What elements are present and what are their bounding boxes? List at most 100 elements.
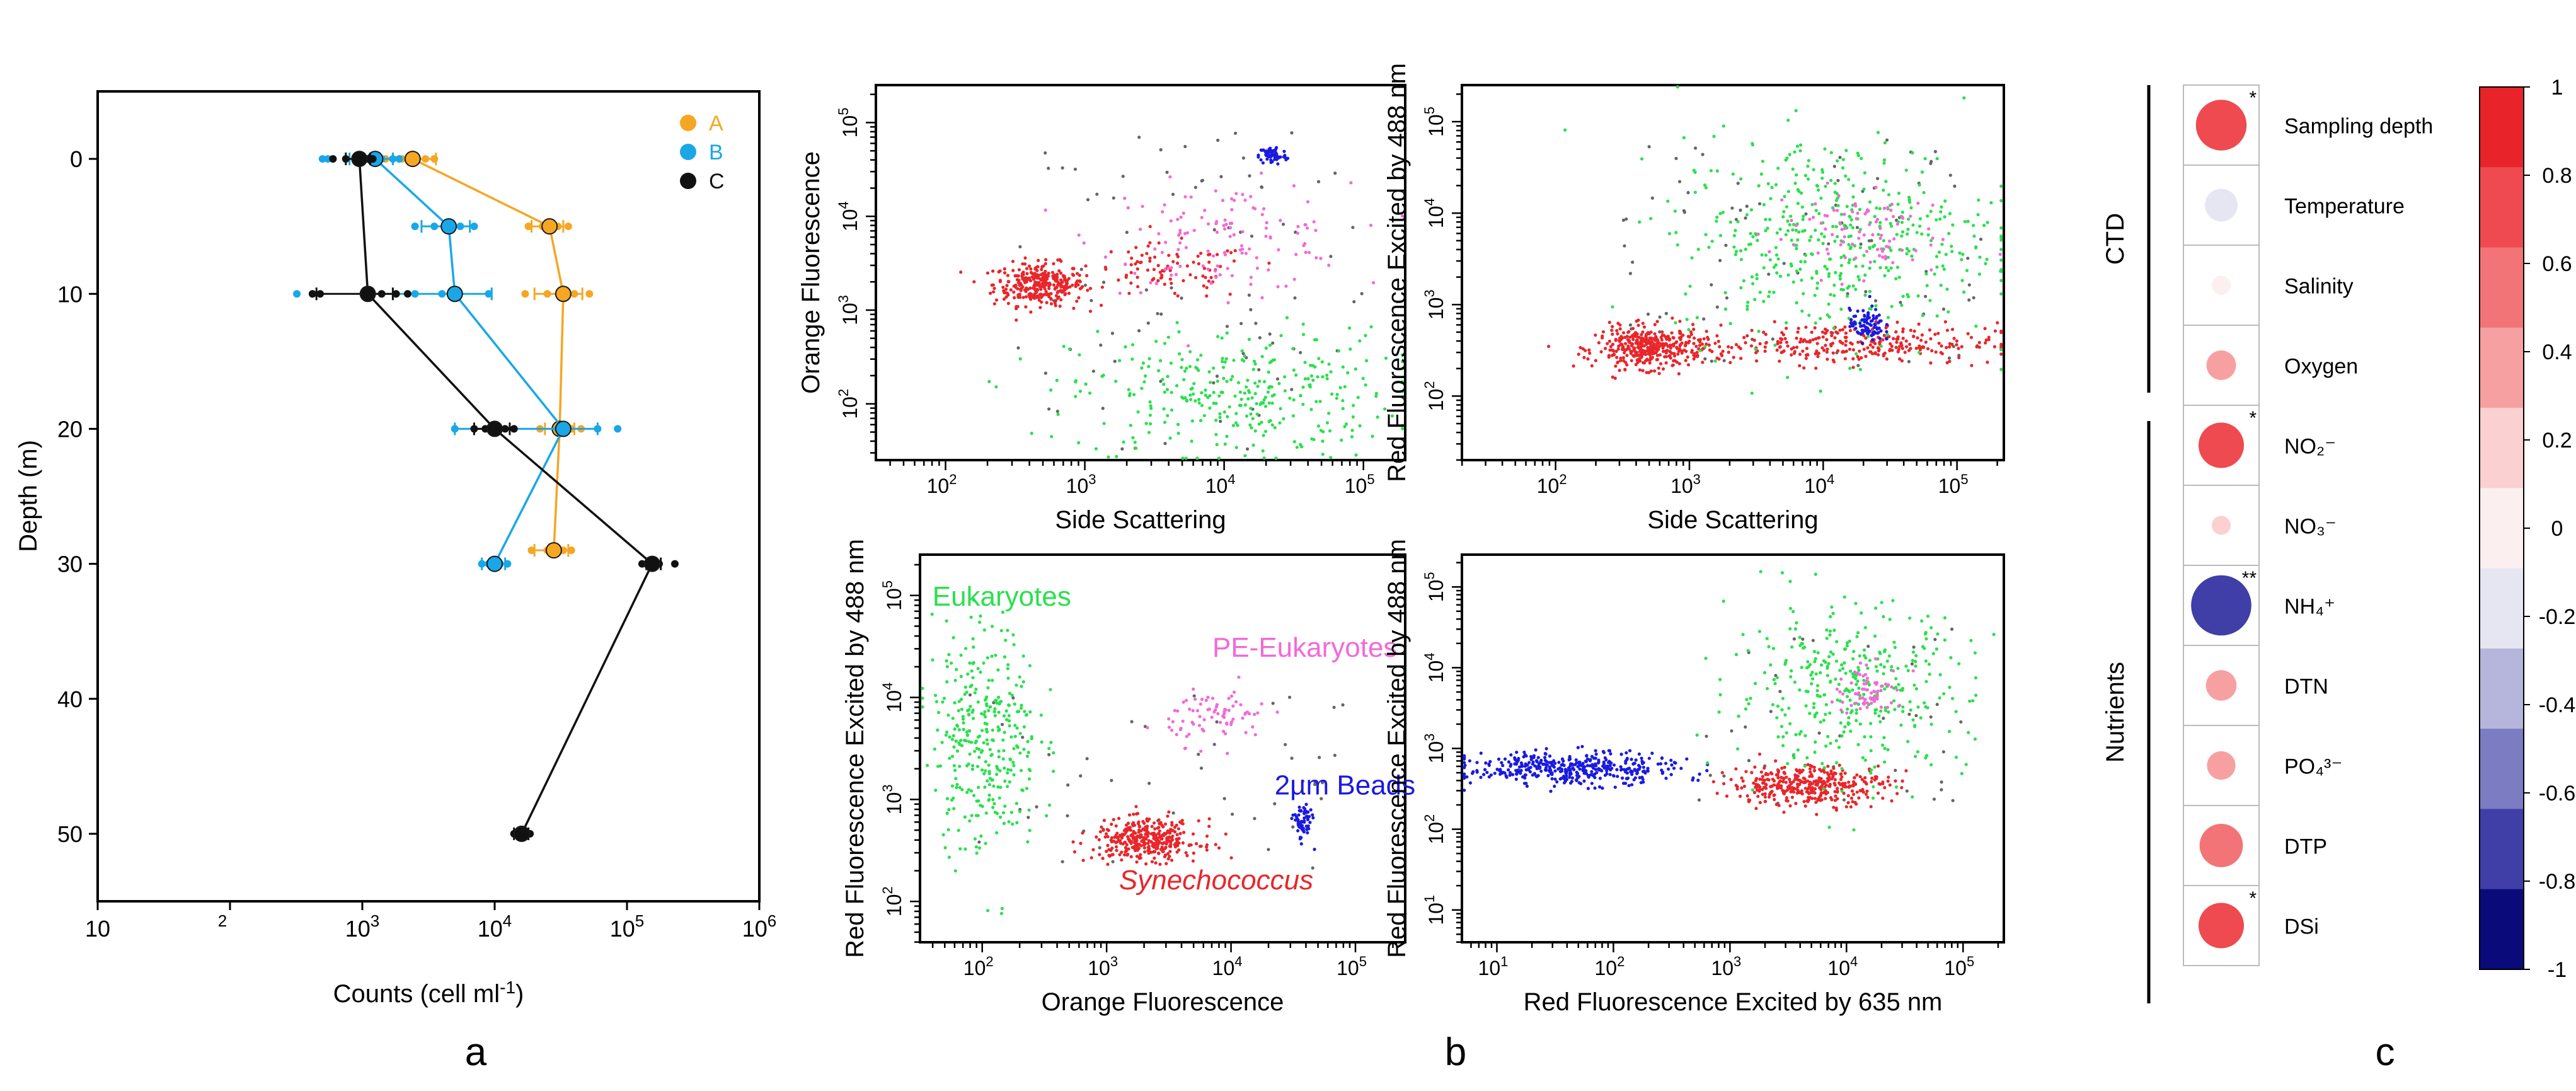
data-point [991,739,996,742]
data-point [1184,698,1188,702]
data-point [1160,250,1164,255]
data-point [1101,280,1106,284]
data-point [1626,330,1630,334]
data-point [1870,239,1873,243]
data-point [1273,802,1277,805]
data-point [1672,766,1676,770]
data-point [1614,355,1619,359]
data-point [1241,156,1246,160]
data-point [1078,390,1083,393]
data-point [1050,435,1054,439]
data-point [1719,352,1723,356]
data-point [989,705,992,709]
data-point [1255,256,1258,260]
data-point [1909,206,1913,210]
data-point [1929,626,1933,630]
data-point [1251,725,1255,729]
data-point [1656,338,1660,342]
data-point [1168,831,1172,835]
data-point [1000,906,1004,911]
data-point [1923,157,1927,161]
data-point [1823,265,1827,268]
data-point [993,713,997,718]
data-point [1384,356,1388,360]
data-point [1267,268,1270,272]
data-point [1234,412,1238,415]
data-point [1047,166,1050,170]
data-point [962,738,967,742]
data-point [1166,266,1170,270]
data-point [1866,330,1870,333]
data-point [1805,790,1808,794]
data-point [1825,338,1829,342]
data-point [1283,389,1287,393]
data-point [1177,330,1181,334]
data-point [1642,361,1647,365]
x-tick-label: 104 [1804,471,1834,497]
data-point [1603,347,1607,350]
data-point [1796,775,1800,778]
data-point [1875,669,1879,673]
data-point [1754,232,1757,236]
data-point [1762,766,1766,770]
data-point [1810,276,1814,280]
data-point [1830,333,1834,338]
data-point [1297,813,1301,817]
data-point [1344,422,1348,426]
data-point [1534,748,1538,752]
data-point [1308,814,1311,819]
data-point [1058,304,1062,308]
data-point [1907,198,1911,202]
data-point [1619,359,1623,362]
data-point [1314,400,1318,403]
replicate-point [527,546,536,555]
data-point [1961,252,1965,257]
data-point [1619,767,1624,771]
data-point [1268,235,1272,239]
data-point [1607,339,1612,343]
data-point [1891,599,1895,603]
data-point [1840,775,1844,779]
data-point [1861,309,1865,313]
data-point [1854,287,1858,291]
data-point [1693,146,1698,150]
data-point [1226,267,1229,270]
data-point [1524,768,1528,771]
data-point [998,769,1002,773]
data-point [1814,352,1817,355]
data-point [1919,716,1923,720]
data-point [1887,654,1891,658]
data-point [1521,775,1525,779]
data-point [1621,218,1626,222]
data-point [1891,214,1895,219]
data-point [1621,331,1626,335]
replicate-point [403,290,411,298]
data-point [1327,263,1331,267]
data-point [1876,332,1880,335]
data-point [1798,644,1802,647]
data-point [980,768,984,772]
data-point [1594,749,1597,753]
data-point [1652,369,1657,373]
data-point [1039,713,1043,717]
data-point [1035,265,1038,269]
data-point [994,298,999,302]
data-point [1791,167,1795,171]
data-point [1724,243,1728,247]
data-point [1032,272,1035,276]
data-point [1358,339,1362,343]
data-point [1828,629,1832,633]
data-point [1618,369,1621,372]
data-point [1018,296,1022,299]
data-point [1866,335,1870,338]
data-point [1686,363,1691,367]
data-point [1194,275,1198,280]
data-point [1718,212,1722,216]
data-point [1225,721,1229,725]
data-point [1821,335,1825,339]
data-point [1801,217,1805,221]
data-point [1273,158,1277,161]
data-point [1833,778,1837,782]
data-point [1586,787,1590,790]
data-point [1221,729,1226,733]
